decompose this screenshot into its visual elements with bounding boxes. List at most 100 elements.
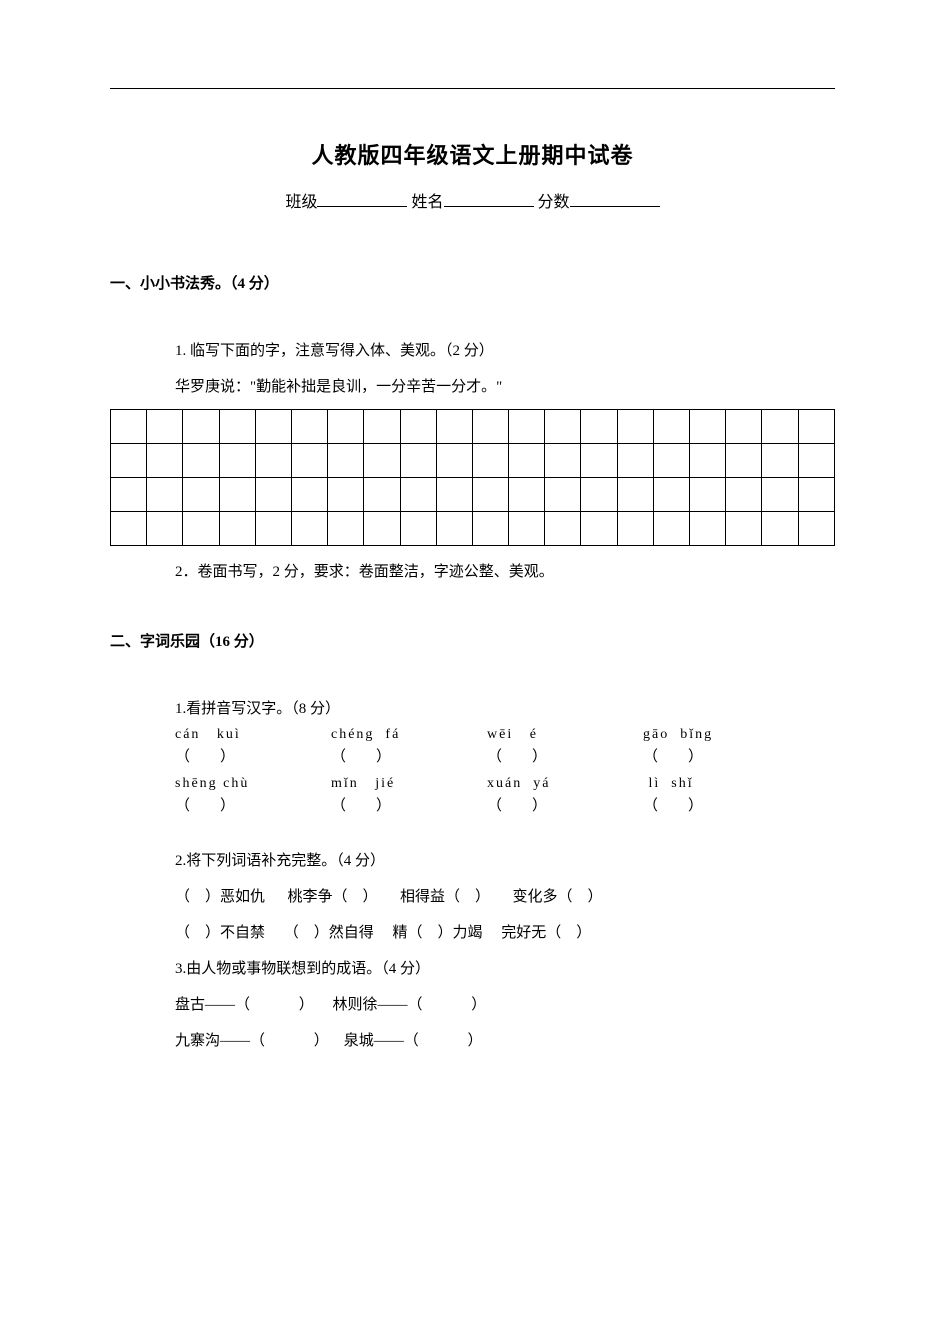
grid-cell[interactable] [726, 512, 762, 546]
grid-cell[interactable] [400, 512, 436, 546]
grid-cell[interactable] [581, 478, 617, 512]
grid-cell[interactable] [219, 478, 255, 512]
grid-cell[interactable] [762, 512, 798, 546]
sub3-line2[interactable]: 九寨沟——（ ） 泉城——（ ） [175, 1023, 835, 1059]
grid-cell[interactable] [690, 478, 726, 512]
grid-cell[interactable] [147, 410, 183, 444]
grid-cell[interactable] [726, 478, 762, 512]
grid-cell[interactable] [653, 410, 689, 444]
grid-cell[interactable] [617, 478, 653, 512]
paren-1-4[interactable]: （ ） [643, 745, 763, 766]
grid-cell[interactable] [111, 512, 147, 546]
grid-cell[interactable] [147, 444, 183, 478]
grid-cell[interactable] [111, 410, 147, 444]
paren-2-2[interactable]: （ ） [331, 794, 451, 815]
grid-cell[interactable] [291, 478, 327, 512]
grid-cell[interactable] [219, 444, 255, 478]
paren-2-3[interactable]: （ ） [487, 794, 607, 815]
grid-cell[interactable] [436, 478, 472, 512]
grid-cell[interactable] [147, 478, 183, 512]
grid-cell[interactable] [436, 444, 472, 478]
grid-cell[interactable] [798, 478, 834, 512]
grid-cell[interactable] [617, 512, 653, 546]
grid-cell[interactable] [472, 478, 508, 512]
grid-cell[interactable] [762, 444, 798, 478]
sub3-line1[interactable]: 盘古——（ ） 林则徐——（ ） [175, 987, 835, 1023]
grid-cell[interactable] [726, 410, 762, 444]
grid-cell[interactable] [436, 512, 472, 546]
grid-cell[interactable] [219, 410, 255, 444]
grid-cell[interactable] [400, 410, 436, 444]
grid-cell[interactable] [509, 512, 545, 546]
grid-cell[interactable] [255, 444, 291, 478]
grid-cell[interactable] [509, 444, 545, 478]
grid-cell[interactable] [545, 410, 581, 444]
grid-cell[interactable] [183, 512, 219, 546]
grid-cell[interactable] [183, 444, 219, 478]
grid-cell[interactable] [509, 478, 545, 512]
grid-cell[interactable] [762, 410, 798, 444]
sub2-line2[interactable]: （ ）不自禁 （ ）然自得 精（ ）力竭 完好无（ ） [175, 915, 835, 951]
grid-cell[interactable] [545, 512, 581, 546]
grid-cell[interactable] [653, 478, 689, 512]
grid-cell[interactable] [617, 444, 653, 478]
grid-cell[interactable] [400, 478, 436, 512]
grid-cell[interactable] [364, 478, 400, 512]
grid-cell[interactable] [364, 512, 400, 546]
handwriting-grid[interactable] [110, 409, 835, 546]
grid-cell[interactable] [581, 512, 617, 546]
grid-cell[interactable] [617, 410, 653, 444]
grid-cell[interactable] [291, 512, 327, 546]
grid-cell[interactable] [328, 410, 364, 444]
grid-cell[interactable] [111, 444, 147, 478]
grid-cell[interactable] [798, 444, 834, 478]
grid-cell[interactable] [690, 512, 726, 546]
grid-cell[interactable] [219, 512, 255, 546]
grid-cell[interactable] [726, 444, 762, 478]
class-blank[interactable] [317, 191, 407, 207]
score-blank[interactable] [570, 191, 660, 207]
grid-cell[interactable] [255, 512, 291, 546]
paren-1-3[interactable]: （ ） [487, 745, 607, 766]
grid-cell[interactable] [328, 512, 364, 546]
pinyin-2-1: shēng chù [175, 776, 295, 792]
section1-heading: 一、小小书法秀。（4 分） [110, 272, 835, 293]
grid-cell[interactable] [798, 512, 834, 546]
grid-cell[interactable] [653, 512, 689, 546]
grid-cell[interactable] [509, 410, 545, 444]
sub2-line1[interactable]: （ ）恶如仇 桃李争（ ） 相得益（ ） 变化多（ ） [175, 879, 835, 915]
grid-cell[interactable] [291, 410, 327, 444]
grid-cell[interactable] [472, 444, 508, 478]
grid-cell[interactable] [364, 444, 400, 478]
section2-sub1-label: 1.看拼音写汉字。（8 分） [175, 691, 835, 727]
grid-cell[interactable] [291, 444, 327, 478]
pinyin-1-1: cán kuì [175, 727, 295, 743]
grid-cell[interactable] [690, 444, 726, 478]
grid-cell[interactable] [255, 410, 291, 444]
grid-cell[interactable] [690, 410, 726, 444]
paren-1-1[interactable]: （ ） [175, 745, 295, 766]
grid-cell[interactable] [364, 410, 400, 444]
paren-2-4[interactable]: （ ） [643, 794, 763, 815]
grid-cell[interactable] [147, 512, 183, 546]
grid-cell[interactable] [183, 478, 219, 512]
paren-2-1[interactable]: （ ） [175, 794, 295, 815]
paren-1-2[interactable]: （ ） [331, 745, 451, 766]
grid-cell[interactable] [581, 410, 617, 444]
grid-cell[interactable] [798, 410, 834, 444]
grid-cell[interactable] [436, 410, 472, 444]
grid-cell[interactable] [400, 444, 436, 478]
grid-cell[interactable] [183, 410, 219, 444]
grid-cell[interactable] [111, 478, 147, 512]
grid-cell[interactable] [328, 444, 364, 478]
grid-cell[interactable] [653, 444, 689, 478]
grid-cell[interactable] [472, 512, 508, 546]
grid-cell[interactable] [545, 478, 581, 512]
grid-cell[interactable] [328, 478, 364, 512]
name-blank[interactable] [444, 191, 534, 207]
grid-cell[interactable] [255, 478, 291, 512]
grid-cell[interactable] [472, 410, 508, 444]
grid-cell[interactable] [762, 478, 798, 512]
grid-cell[interactable] [581, 444, 617, 478]
grid-cell[interactable] [545, 444, 581, 478]
